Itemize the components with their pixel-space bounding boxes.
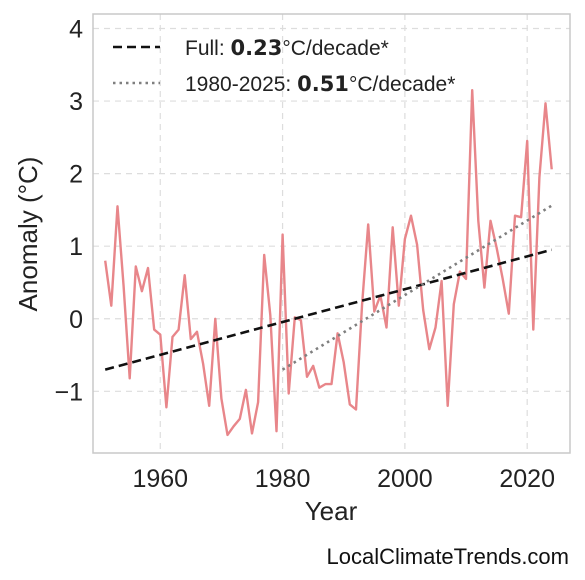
trend-line-dashed xyxy=(104,248,553,371)
y-tick-label: 4 xyxy=(69,16,83,44)
x-tick-label: 1960 xyxy=(132,465,188,493)
x-axis-title: Year xyxy=(305,496,358,526)
legend-label-dashed: Full: 0.23°C/decade* xyxy=(185,36,389,60)
y-tick-label: 1 xyxy=(69,233,83,261)
y-tick-label: 2 xyxy=(69,161,83,189)
plot-frame xyxy=(92,13,571,454)
x-tick-label: 2000 xyxy=(377,465,433,493)
series-layer xyxy=(104,88,553,437)
trend-line-dotted xyxy=(281,204,553,371)
grid xyxy=(93,14,570,453)
legend-label-dotted: 1980-2025: 0.51°C/decade* xyxy=(185,72,455,96)
y-tick-label: 0 xyxy=(69,306,83,334)
y-axis-title: Anomaly (°C) xyxy=(13,157,43,312)
y-ticks: −1 0 1 2 3 4 xyxy=(54,16,83,407)
y-tick-label: −1 xyxy=(54,378,83,406)
x-ticks: 1960 1980 2000 2020 xyxy=(132,465,555,493)
credit-watermark: LocalClimateTrends.com xyxy=(326,544,570,569)
anomaly-series-line xyxy=(104,88,553,437)
legend: Full: 0.23°C/decade* 1980-2025: 0.51°C/de… xyxy=(113,36,455,96)
x-tick-label: 2020 xyxy=(499,465,555,493)
x-tick-label: 1980 xyxy=(255,465,311,493)
y-tick-label: 3 xyxy=(69,88,83,116)
